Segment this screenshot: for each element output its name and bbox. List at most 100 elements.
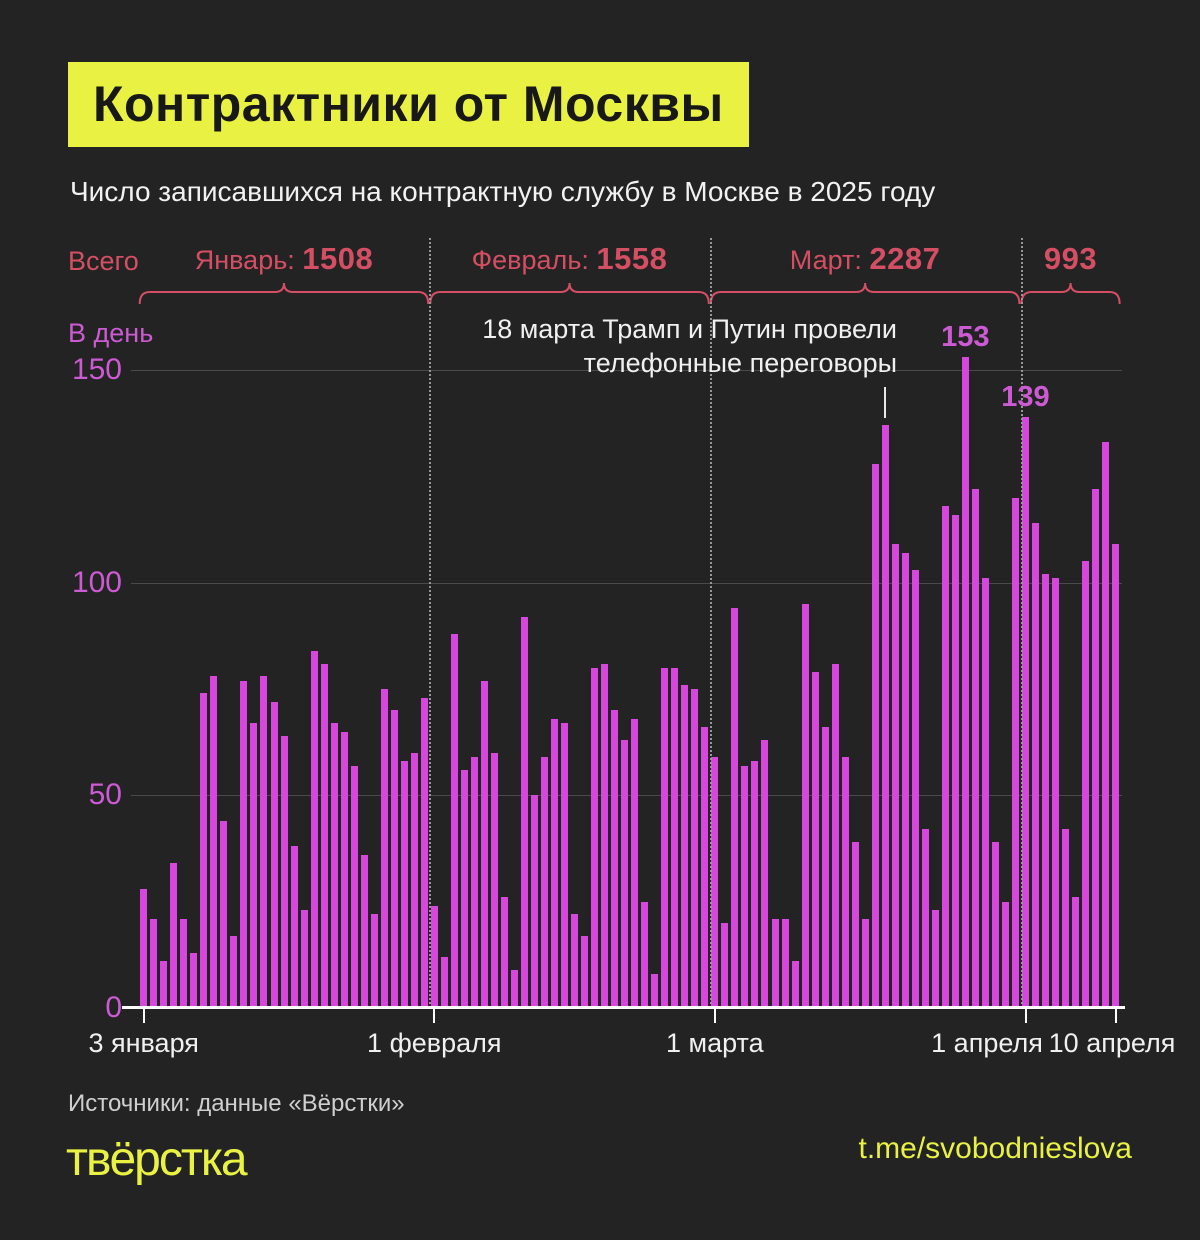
bar-day-72 bbox=[851, 842, 859, 1008]
x-axis-line bbox=[122, 1006, 1125, 1009]
x-tick-1 bbox=[433, 1009, 436, 1023]
y-tick-label-100: 100 bbox=[71, 565, 122, 599]
month-divider-1 bbox=[429, 238, 432, 1008]
bar-day-10 bbox=[230, 935, 238, 1008]
bar-day-91 bbox=[1042, 574, 1049, 1008]
bar-day-89 bbox=[1022, 416, 1029, 1008]
bar-day-48 bbox=[611, 710, 619, 1008]
bar-day-58 bbox=[711, 757, 719, 1008]
bar-day-1 bbox=[140, 888, 148, 1008]
bar-day-23 bbox=[360, 854, 368, 1008]
bar-day-11 bbox=[240, 680, 248, 1008]
bar-day-38 bbox=[510, 969, 518, 1008]
title-highlight: Контрактники от Москвы bbox=[68, 62, 749, 147]
bar-day-19 bbox=[320, 663, 328, 1008]
annotation-pointer-line bbox=[884, 387, 887, 419]
bar-day-66 bbox=[791, 961, 799, 1008]
bar-day-40 bbox=[531, 795, 538, 1008]
bar-day-2 bbox=[150, 918, 158, 1008]
bar-day-31 bbox=[440, 957, 448, 1008]
bar-day-17 bbox=[300, 910, 308, 1008]
peak-label-139: 139 bbox=[1001, 380, 1050, 413]
bar-day-20 bbox=[330, 723, 338, 1008]
bar-day-8 bbox=[210, 676, 218, 1008]
bar-day-97 bbox=[1102, 442, 1110, 1008]
y-tick-label-50: 50 bbox=[88, 778, 122, 812]
bar-day-77 bbox=[901, 552, 909, 1008]
y-axis-title: В день bbox=[68, 318, 154, 348]
bar-day-7 bbox=[200, 693, 208, 1008]
bar-day-71 bbox=[841, 757, 849, 1008]
bar-day-3 bbox=[160, 961, 168, 1008]
annotation-line1: 18 марта Трамп и Путин провели bbox=[482, 314, 897, 344]
bar-day-79 bbox=[921, 829, 929, 1008]
month-total-2: Февраль: 1558 bbox=[471, 241, 668, 276]
gridline-150 bbox=[131, 370, 1122, 371]
bar-day-9 bbox=[220, 820, 228, 1008]
telegram-link[interactable]: t.me/svobodnieslova bbox=[858, 1132, 1133, 1165]
bar-day-98 bbox=[1112, 544, 1120, 1008]
bar-day-70 bbox=[831, 663, 839, 1008]
bar-day-25 bbox=[380, 689, 388, 1008]
bar-day-30 bbox=[430, 905, 438, 1008]
bar-day-68 bbox=[811, 672, 819, 1008]
bar-day-36 bbox=[490, 752, 498, 1008]
bar-day-13 bbox=[260, 676, 268, 1008]
bar-day-59 bbox=[721, 922, 729, 1008]
bar-day-49 bbox=[621, 740, 629, 1008]
bar-day-53 bbox=[661, 667, 669, 1008]
bar-day-18 bbox=[310, 650, 318, 1008]
bar-day-67 bbox=[801, 603, 809, 1008]
bar-day-29 bbox=[420, 697, 428, 1008]
bar-day-74 bbox=[871, 463, 879, 1008]
month-brackets bbox=[138, 282, 1121, 305]
bar-day-86 bbox=[991, 842, 999, 1008]
totals-label: Всего bbox=[68, 246, 139, 276]
bar-day-62 bbox=[751, 761, 759, 1008]
bar-day-54 bbox=[671, 667, 679, 1008]
month-divider-3 bbox=[1020, 238, 1023, 1008]
bar-day-16 bbox=[290, 846, 298, 1008]
month-total-1: Январь: 1508 bbox=[194, 241, 374, 276]
bar-day-61 bbox=[741, 765, 749, 1008]
bar-day-69 bbox=[821, 727, 829, 1008]
bar-day-37 bbox=[500, 897, 508, 1008]
bar-day-12 bbox=[250, 723, 258, 1008]
bar-day-26 bbox=[390, 710, 398, 1008]
bar-day-87 bbox=[1001, 901, 1009, 1008]
bar-day-63 bbox=[761, 740, 769, 1008]
bar-day-24 bbox=[370, 914, 378, 1008]
bar-day-44 bbox=[571, 914, 579, 1008]
bar-day-88 bbox=[1011, 497, 1019, 1008]
y-tick-label-150: 150 bbox=[71, 353, 122, 386]
bar-day-83 bbox=[961, 357, 969, 1008]
bar-day-45 bbox=[581, 935, 589, 1008]
bar-day-52 bbox=[651, 974, 659, 1008]
source-note: Источники: данные «Вёрстки» bbox=[68, 1090, 405, 1117]
x-tick-label-4: 10 апреля bbox=[1048, 1028, 1176, 1058]
bar-day-39 bbox=[521, 616, 528, 1008]
x-tick-0 bbox=[142, 1009, 145, 1023]
bar-day-21 bbox=[340, 731, 348, 1008]
bar-day-82 bbox=[951, 514, 959, 1008]
bar-day-46 bbox=[591, 667, 599, 1008]
bar-day-81 bbox=[941, 506, 949, 1008]
month-total-3: Март: 2287 bbox=[789, 241, 941, 276]
bar-day-94 bbox=[1072, 897, 1080, 1008]
bar-day-76 bbox=[891, 544, 899, 1008]
bar-day-80 bbox=[931, 910, 939, 1008]
bar-day-93 bbox=[1062, 829, 1069, 1008]
peak-label-153: 153 bbox=[941, 321, 990, 354]
x-tick-label-2: 1 марта bbox=[665, 1028, 764, 1058]
bar-day-5 bbox=[180, 918, 188, 1008]
x-tick-label-1: 1 февраля bbox=[367, 1028, 502, 1058]
gridline-100 bbox=[131, 582, 1122, 584]
bar-day-43 bbox=[561, 723, 568, 1008]
x-tick-4 bbox=[1114, 1009, 1117, 1023]
x-tick-label-3: 1 апреля bbox=[931, 1028, 1043, 1058]
bar-day-78 bbox=[911, 569, 919, 1008]
y-tick-label-0: 0 bbox=[105, 991, 122, 1024]
bar-day-4 bbox=[170, 863, 178, 1008]
bar-day-65 bbox=[781, 918, 789, 1008]
